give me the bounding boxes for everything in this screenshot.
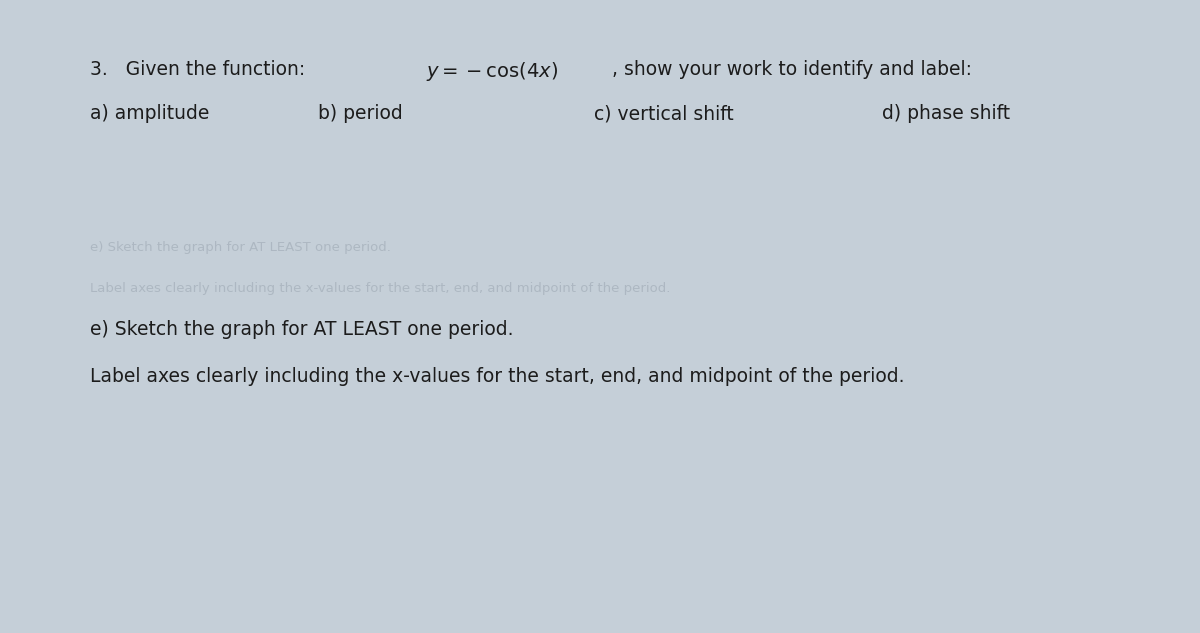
Text: , show your work to identify and label:: , show your work to identify and label: bbox=[606, 60, 972, 79]
Text: Label axes clearly including the x-values for the start, end, and midpoint of th: Label axes clearly including the x-value… bbox=[90, 367, 905, 386]
Text: e) Sketch the graph for AT LEAST one period.: e) Sketch the graph for AT LEAST one per… bbox=[90, 241, 391, 254]
Text: e) Sketch the graph for AT LEAST one period.: e) Sketch the graph for AT LEAST one per… bbox=[90, 320, 514, 339]
Text: c) vertical shift: c) vertical shift bbox=[594, 104, 733, 123]
Text: 3.   Given the function:: 3. Given the function: bbox=[90, 60, 311, 79]
Text: d) phase shift: d) phase shift bbox=[882, 104, 1010, 123]
Text: Label axes clearly including the x-values for the start, end, and midpoint of th: Label axes clearly including the x-value… bbox=[90, 282, 671, 295]
Text: $y = -\cos(4x)$: $y = -\cos(4x)$ bbox=[426, 60, 558, 83]
Text: a) amplitude: a) amplitude bbox=[90, 104, 209, 123]
Text: b) period: b) period bbox=[318, 104, 403, 123]
